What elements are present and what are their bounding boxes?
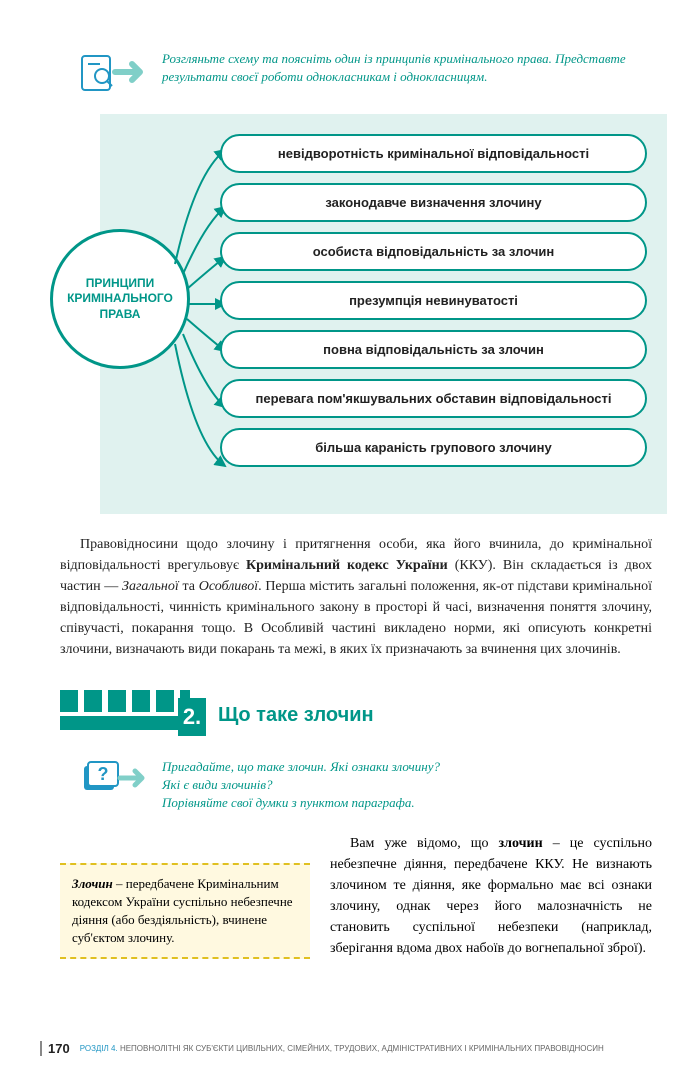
principle-item: особиста відповідальність за злочин xyxy=(220,232,647,271)
p2-post: – це суспільно небезпечне діяння, передб… xyxy=(330,836,652,956)
doc-search-icon xyxy=(80,50,150,94)
principle-item: невідворотність кримінальної відповідаль… xyxy=(220,134,647,173)
section-header: 2. Що таке злочин xyxy=(60,690,652,730)
p1-ital2: Особливої xyxy=(199,579,258,594)
definition-box: Злочин – передбачене Кримінальним кодекс… xyxy=(60,863,310,960)
paragraph-2: Вам уже відомо, що злочин – це суспільно… xyxy=(330,833,652,960)
task2-line1: Пригадайте, що таке злочин. Які ознаки з… xyxy=(162,759,440,774)
two-column-block: Злочин – передбачене Кримінальним кодекс… xyxy=(60,833,652,960)
principle-item: презумпція невинуватості xyxy=(220,281,647,320)
footer-text: Розділ 4. НЕПОВНОЛІТНІ ЯК СУБ'ЄКТИ ЦИВІЛ… xyxy=(80,1044,604,1053)
section-bar: 2. xyxy=(60,716,190,730)
task2-line3: Порівняйте свої думки з пунктом параграф… xyxy=(162,795,415,810)
footer-chapter: Розділ 4. xyxy=(80,1044,118,1053)
p1-bold: Кримінальний кодекс України xyxy=(246,558,448,573)
def-term: Злочин xyxy=(72,876,113,891)
footer-rest: НЕПОВНОЛІТНІ ЯК СУБ'ЄКТИ ЦИВІЛЬНИХ, СІМЕ… xyxy=(120,1044,604,1053)
p2-bold: злочин xyxy=(499,836,543,851)
svg-text:?: ? xyxy=(98,764,109,784)
diagram-items: невідворотність кримінальної відповідаль… xyxy=(220,134,647,467)
task-block-1: Розгляньте схему та поясніть один із при… xyxy=(80,50,637,94)
section-stripes xyxy=(60,690,190,712)
principle-item: більша караність групового злочину xyxy=(220,428,647,467)
task2-line2: Які є види злочинів? xyxy=(162,777,273,792)
p1-mid2: та xyxy=(179,579,199,594)
question-icon: ? xyxy=(80,758,150,798)
task-text-2: Пригадайте, що таке злочин. Які ознаки з… xyxy=(162,758,440,813)
task-text-1: Розгляньте схему та поясніть один із при… xyxy=(162,50,637,86)
task-block-2: ? Пригадайте, що таке злочин. Які ознаки… xyxy=(80,758,637,813)
page-number: 170 xyxy=(40,1041,70,1056)
section-number: 2. xyxy=(178,698,206,736)
principles-diagram: ПРИНЦИПИ КРИМІНАЛЬНОГО ПРАВА невідворотн… xyxy=(100,114,667,514)
principle-item: повна відповідальність за злочин xyxy=(220,330,647,369)
principle-item: перевага пом'якшувальних обставин відпов… xyxy=(220,379,647,418)
p2-pre: Вам уже відомо, що xyxy=(350,836,499,851)
page-footer: 170 Розділ 4. НЕПОВНОЛІТНІ ЯК СУБ'ЄКТИ Ц… xyxy=(40,1041,604,1056)
p1-ital1: Загальної xyxy=(122,579,179,594)
section-title: Що таке злочин xyxy=(218,704,374,727)
paragraph-1: Правовідносини щодо злочину і притягненн… xyxy=(60,534,652,660)
principle-item: законодавче визначення злочину xyxy=(220,183,647,222)
